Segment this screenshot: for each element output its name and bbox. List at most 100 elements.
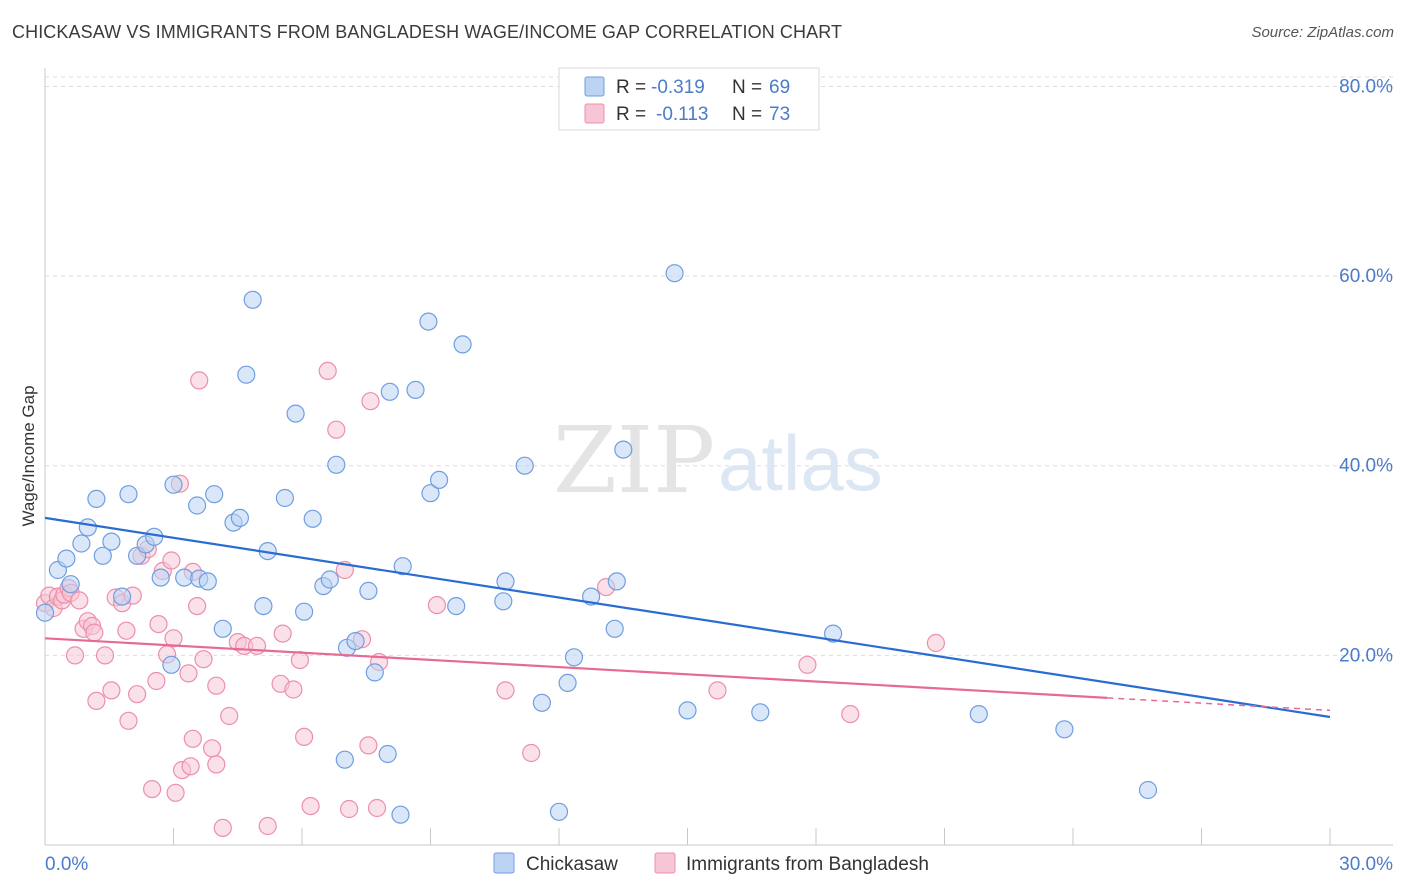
- bangladesh-point: [496, 681, 515, 700]
- bangladesh-point: [119, 711, 138, 730]
- bottom-legend-label-bangladesh: Immigrants from Bangladesh: [686, 854, 929, 875]
- chickasaw-point: [365, 663, 384, 682]
- bangladesh-point: [149, 614, 168, 634]
- x-tick-label-min: 0.0%: [45, 854, 88, 875]
- bangladesh-point: [194, 650, 213, 669]
- series-legend: Chickasaw Immigrants from Bangladesh: [493, 852, 929, 875]
- chickasaw-point: [665, 264, 684, 283]
- bangladesh-point: [301, 796, 320, 816]
- y-axis-label: Wage/Income Gap: [19, 385, 38, 526]
- axes: [44, 68, 1393, 846]
- legend-r-value-2: -0.113: [656, 104, 708, 125]
- trend-line-bangladesh: [44, 637, 1108, 699]
- chickasaw-point: [678, 701, 697, 720]
- bangladesh-point: [164, 629, 183, 648]
- chickasaw-point: [1055, 720, 1074, 739]
- chickasaw-point: [164, 475, 183, 494]
- chickasaw-point: [607, 572, 626, 591]
- chickasaw-point: [35, 603, 55, 622]
- chickasaw-point: [346, 631, 365, 651]
- bottom-legend-label-chickasaw: Chickasaw: [526, 854, 618, 875]
- y-tick-label: 60.0%: [1339, 266, 1393, 287]
- bangladesh-point: [273, 624, 292, 643]
- chickasaw-point: [57, 549, 76, 568]
- chickasaw-point: [72, 534, 91, 553]
- chickasaw-point: [254, 596, 273, 616]
- bangladesh-point: [367, 798, 387, 818]
- chickasaw-point: [87, 489, 106, 508]
- chickasaw-point: [335, 750, 354, 769]
- chickasaw-point: [823, 624, 843, 643]
- bangladesh-point: [181, 757, 200, 776]
- chickasaw-point: [447, 596, 466, 616]
- bangladesh-point: [203, 739, 222, 758]
- chart-source: Source: ZipAtlas.com: [1251, 24, 1394, 41]
- y-tick-label: 40.0%: [1339, 456, 1393, 477]
- legend-n-label-1: N =: [732, 77, 762, 98]
- chickasaw-point: [327, 455, 346, 474]
- bangladesh-point: [147, 671, 166, 691]
- bangladesh-point: [143, 779, 162, 799]
- bangladesh-point: [190, 371, 209, 390]
- legend-r-value-1: -0.319: [651, 77, 705, 98]
- bangladesh-point: [340, 799, 359, 819]
- chickasaw-point: [406, 380, 425, 399]
- chickasaw-point: [494, 592, 513, 611]
- bangladesh-point: [427, 595, 446, 615]
- correlation-legend: R = -0.319 N = 69 R = -0.113 N = 73: [558, 67, 820, 131]
- y-tick-label: 20.0%: [1339, 645, 1393, 666]
- chickasaw-point: [119, 485, 138, 504]
- watermark-zip: ZIP: [553, 407, 715, 514]
- chickasaw-point: [532, 693, 552, 712]
- trend-line-chickasaw: [44, 516, 1331, 719]
- bangladesh-point: [841, 704, 860, 724]
- chickasaw-point: [198, 572, 217, 591]
- chickasaw-point: [614, 440, 633, 459]
- bangladesh-point: [207, 755, 226, 774]
- bangladesh-point: [708, 681, 727, 700]
- chickasaw-point: [320, 570, 339, 589]
- y-tick-label: 80.0%: [1339, 76, 1393, 97]
- bangladesh-point: [183, 729, 202, 748]
- chickasaw-point: [243, 290, 262, 309]
- bottom-legend-swatch-bangladesh: [654, 852, 676, 874]
- chart-title: CHICKASAW VS IMMIGRANTS FROM BANGLADESH …: [12, 22, 843, 42]
- bangladesh-point: [102, 681, 121, 700]
- chickasaw-point: [295, 602, 314, 621]
- bangladesh-point: [247, 636, 267, 656]
- chickasaw-point: [393, 557, 412, 576]
- bottom-legend-swatch-chickasaw: [493, 852, 515, 874]
- bangladesh-point: [258, 816, 277, 836]
- chickasaw-point: [286, 404, 305, 423]
- bangladesh-point: [284, 680, 303, 699]
- x-tick-label-max: 30.0%: [1339, 854, 1393, 875]
- chickasaw-point: [151, 568, 170, 587]
- legend-r-label-2: R =: [616, 104, 646, 125]
- chickasaw-point: [359, 581, 378, 601]
- chickasaw-point: [175, 568, 194, 587]
- chickasaw-point: [112, 587, 132, 606]
- legend-n-label-2: N =: [732, 104, 762, 125]
- bangladesh-point: [70, 591, 89, 610]
- watermark-atlas: atlas: [718, 419, 883, 507]
- chickasaw-point: [102, 532, 121, 551]
- chickasaw-point: [969, 704, 988, 724]
- bangladesh-point: [327, 420, 346, 439]
- chickasaw-point: [1138, 780, 1158, 800]
- chickasaw-point: [549, 802, 569, 821]
- tick-labels: 20.0% 40.0% 60.0% 80.0% 0.0% 30.0%: [45, 76, 1393, 875]
- bangladesh-point: [87, 691, 106, 711]
- legend-n-value-1: 69: [769, 77, 790, 98]
- chickasaw-point: [421, 484, 440, 503]
- bangladesh-point: [213, 818, 232, 838]
- bangladesh-point: [926, 633, 946, 653]
- legend-swatch-bangladesh: [584, 103, 605, 124]
- chickasaw-point: [391, 805, 410, 824]
- chickasaw-point: [751, 703, 770, 722]
- bangladesh-point: [290, 650, 309, 670]
- chickasaw-point: [558, 673, 577, 693]
- bangladesh-point: [65, 646, 85, 665]
- chickasaw-point: [205, 485, 224, 504]
- bangladesh-point: [318, 361, 337, 380]
